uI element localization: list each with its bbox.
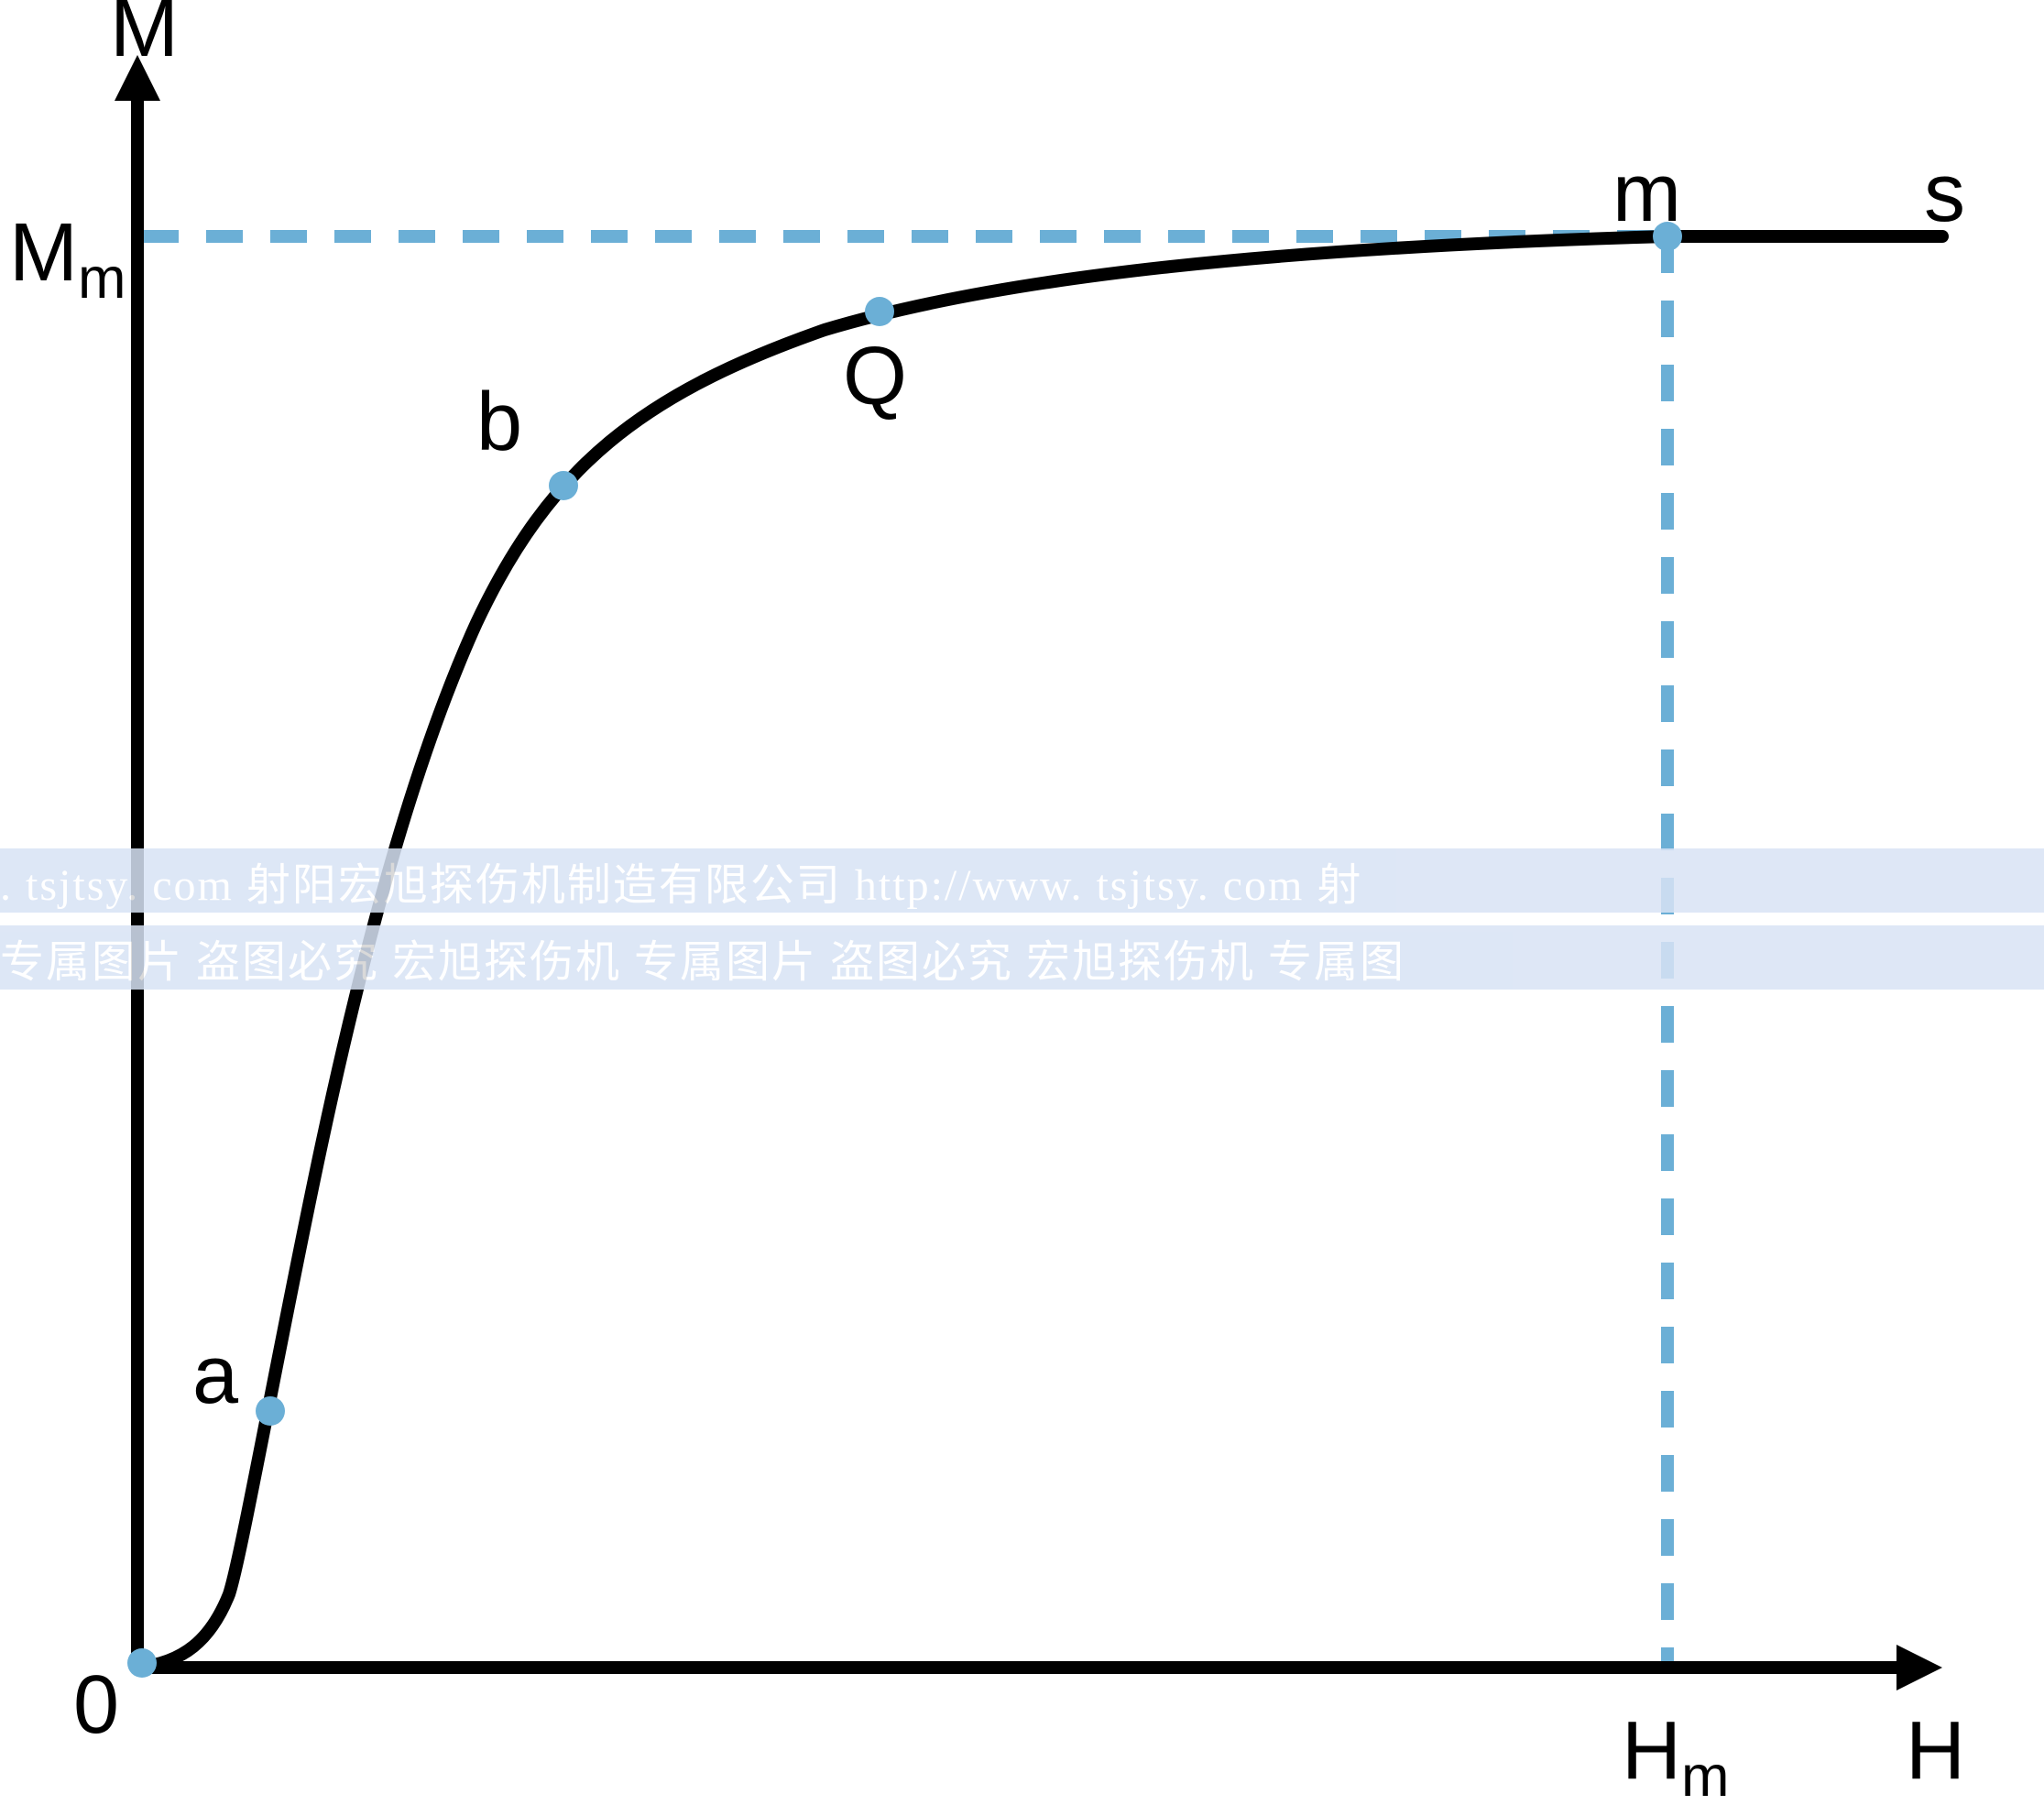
Q-pt <box>865 297 894 326</box>
Mm-label: Mm <box>9 206 126 312</box>
y-axis-label: M <box>110 0 179 76</box>
s-label: s <box>1924 147 1965 241</box>
diagram-container: . tsjtsy. com 射阳宏旭探伤机制造有限公司 http://www. … <box>0 0 2044 1816</box>
m-label: m <box>1612 147 1681 241</box>
Hm-label: Hm <box>1622 1704 1729 1810</box>
x-axis-label: H <box>1906 1704 1965 1799</box>
origin-label: 0 <box>73 1658 119 1753</box>
watermark-band-1: . tsjtsy. com 射阳宏旭探伤机制造有限公司 http://www. … <box>0 848 2044 913</box>
watermark-band-2: 专属图片 盗图必究 宏旭探伤机 专属图片 盗图必究 宏旭探伤机 专属图 <box>0 925 2044 990</box>
Mm-main: M <box>9 207 78 299</box>
watermark-text-1: . tsjtsy. com 射阳宏旭探伤机制造有限公司 http://www. … <box>0 848 1362 913</box>
a-pt <box>256 1396 285 1426</box>
a-label: a <box>192 1329 238 1423</box>
b-pt <box>549 471 578 500</box>
Hm-sub: m <box>1681 1745 1729 1809</box>
watermark-text-2: 专属图片 盗图必究 宏旭探伤机 专属图片 盗图必究 宏旭探伤机 专属图 <box>0 925 1405 990</box>
Q-label: Q <box>843 330 907 424</box>
origin-pt <box>127 1648 157 1678</box>
Mm-sub: m <box>78 246 126 311</box>
b-label: b <box>476 376 522 470</box>
Hm-main: H <box>1622 1705 1681 1797</box>
